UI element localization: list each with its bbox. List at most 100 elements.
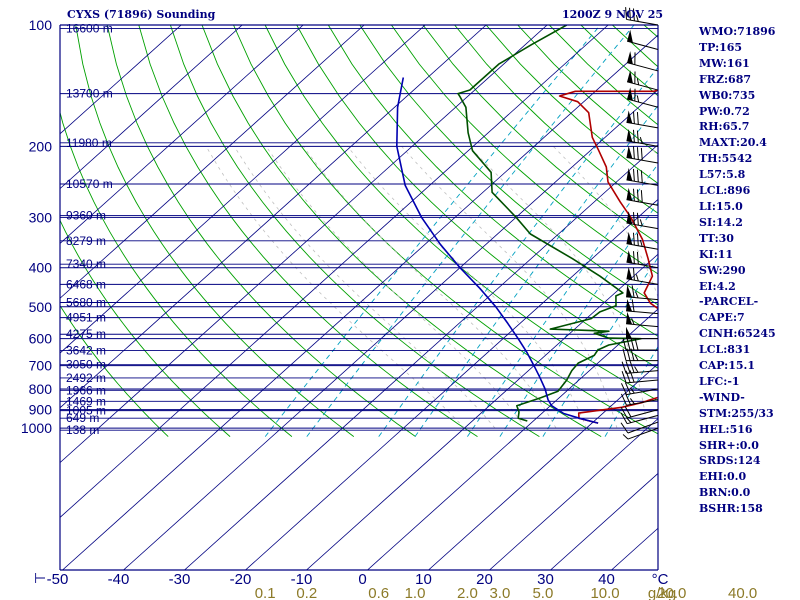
- dry-adiabat: [327, 25, 658, 337]
- index-item: LCL:896: [699, 184, 751, 198]
- temperature-trace: [558, 89, 658, 424]
- isotherm: [60, 25, 609, 518]
- wind-barb-staff: [626, 81, 659, 91]
- wind-barb: [622, 427, 659, 440]
- index-item: CAPE:7: [699, 311, 745, 325]
- wind-barb-pennant: [627, 29, 633, 43]
- wind-barb-pennant: [626, 187, 633, 201]
- height-label: 649 m: [66, 411, 99, 425]
- dry-adiabat: [60, 219, 231, 437]
- wind-barb-flag: [640, 170, 643, 183]
- wind-barb-staff: [627, 427, 659, 440]
- height-label: 11980 m: [66, 136, 112, 150]
- height-label: 1966 m: [66, 383, 106, 397]
- height-label: 9360 m: [66, 209, 106, 223]
- height-label: 13700 m: [66, 87, 113, 101]
- wind-barb-flag: [624, 405, 632, 418]
- mixing-ratio-label: 10.0: [590, 585, 619, 600]
- pressure-tick-label: 600: [29, 331, 53, 347]
- mixing-ratio-line: [499, 202, 658, 437]
- index-item: LI:15.0: [699, 199, 743, 213]
- chart-frame: [59, 24, 659, 571]
- wind-barb-staff: [626, 18, 659, 26]
- temperature-tick-label: -20: [230, 571, 252, 588]
- wind-barb-pennant: [626, 298, 633, 312]
- isotherm: [245, 198, 658, 570]
- wind-barb-flag: [624, 393, 631, 405]
- temperature-tick-label: 10: [415, 571, 432, 588]
- wind-barb-flag: [631, 318, 635, 325]
- mixing-ratio-label: 3.0: [489, 585, 510, 600]
- height-label: 7340 m: [66, 257, 106, 271]
- height-label: 6468 m: [66, 277, 106, 291]
- isotherm: [60, 25, 426, 354]
- wind-barb: [626, 168, 659, 186]
- wind-barb-pennant: [626, 168, 633, 181]
- sounding-indices: WMO:71896 TP:165 MW:161 FRZ:687 WB0:735 PW:0.…: [699, 24, 776, 517]
- wind-barb-flag: [625, 361, 631, 374]
- mixing-ratio-line: [467, 163, 658, 437]
- dry-adiabat: [75, 25, 355, 437]
- moist-adiabat: [205, 146, 465, 429]
- station-title: CYXS (71896) Sounding: [67, 8, 216, 21]
- dry-adiabat: [138, 25, 478, 437]
- pressure-tick-label: 1000: [21, 420, 52, 436]
- wind-barb-flag: [622, 348, 627, 361]
- dry-adiabat: [60, 110, 293, 437]
- wind-barb-pennant: [626, 250, 633, 264]
- isotherm: [60, 25, 487, 409]
- height-label: 1005 m: [66, 404, 106, 418]
- wind-barb-flag: [632, 251, 635, 264]
- wind-barb-flag: [636, 251, 639, 265]
- wind-barb-flag: [622, 434, 629, 440]
- wind-barb-staff: [626, 388, 659, 396]
- index-item: RH:65.7: [699, 120, 750, 134]
- height-label: 10570 m: [66, 177, 113, 191]
- wind-barb-pennant: [626, 311, 633, 325]
- height-label: 2492 m: [66, 371, 106, 385]
- wind-barb-flag: [629, 370, 635, 383]
- index-item: TT:30: [699, 231, 734, 245]
- wind-barb-flag: [632, 129, 635, 143]
- wind-barb-flag: [625, 7, 627, 20]
- wind-barb: [626, 231, 659, 250]
- height-label: 4951 m: [66, 311, 106, 325]
- wind-barb-flag: [635, 274, 639, 282]
- wind-barb-flag: [632, 111, 635, 124]
- wind-barb-staff: [626, 370, 659, 374]
- index-item: BSHR:158: [699, 502, 763, 516]
- pressure-tick-label: 500: [29, 299, 53, 315]
- index-item: WB0:735: [699, 88, 756, 102]
- temperature-tick-label: 30: [537, 571, 554, 588]
- wind-barb-flag: [625, 370, 631, 383]
- index-item: TP:165: [699, 40, 743, 54]
- wind-barb-staff: [627, 421, 659, 434]
- wind-barb-flag: [639, 219, 643, 226]
- wind-barb-flag: [620, 406, 628, 419]
- wind-barb-flag: [620, 412, 628, 424]
- index-item: LCL:831: [699, 343, 751, 357]
- mixing-ratio-label: 20.0: [657, 585, 686, 600]
- isotherm: [550, 472, 658, 570]
- wind-barb-staff: [626, 414, 659, 425]
- wind-barb-flag: [636, 233, 639, 246]
- time-title: 1200Z 9 NOV 25: [562, 8, 664, 21]
- dry-adiabat: [60, 304, 169, 437]
- wind-barb: [626, 129, 659, 147]
- wind-barb-pennant: [627, 87, 633, 101]
- wind-barb-flag: [620, 422, 629, 434]
- pressure-tick-label: 400: [29, 260, 53, 276]
- mixing-ratio-label: 1.0: [405, 585, 426, 600]
- height-label: 138 m: [66, 423, 99, 437]
- wind-barb-flag: [629, 387, 635, 394]
- mixing-ratio-line: [378, 66, 658, 437]
- wind-barb: [626, 311, 659, 328]
- temperature-tick-label: -40: [108, 571, 130, 588]
- pressure-tick-label: 100: [29, 17, 53, 33]
- wind-barb: [626, 51, 659, 72]
- wind-barb: [626, 70, 659, 91]
- wind-barb-pennant: [627, 51, 633, 65]
- parcel-trace: [395, 77, 599, 424]
